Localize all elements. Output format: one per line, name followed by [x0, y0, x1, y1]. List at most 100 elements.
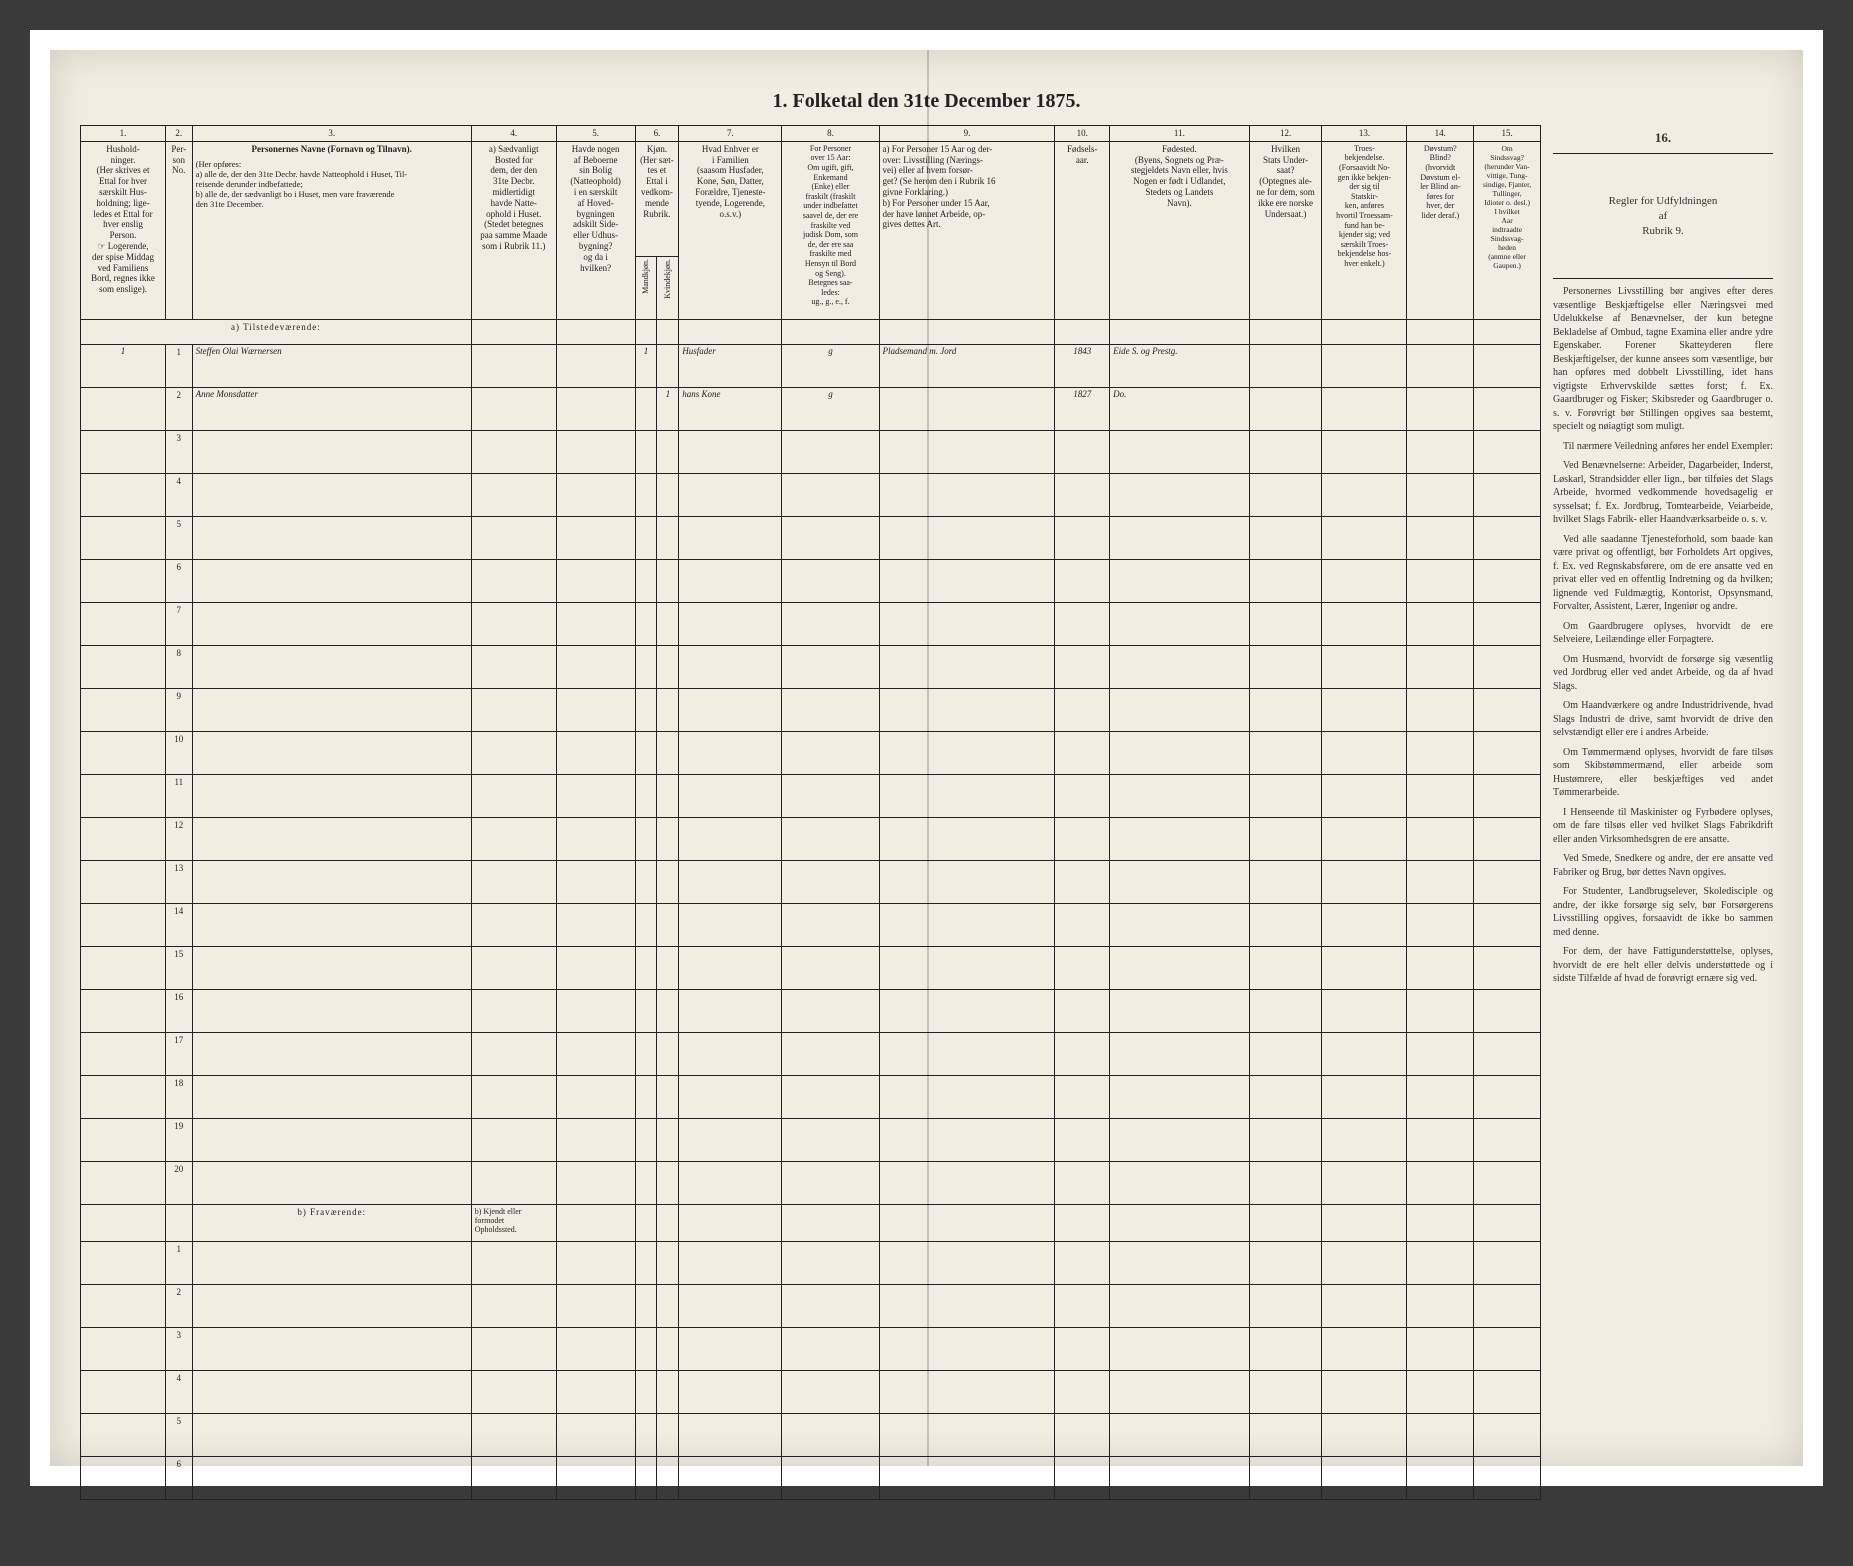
- cell-person-no: 20: [165, 1161, 192, 1204]
- table-row: 20: [81, 1161, 1541, 1204]
- table-row: 19: [81, 1118, 1541, 1161]
- table-row: 6: [81, 559, 1541, 602]
- header-households: Hushold- ninger. (Her skrives et Ettal f…: [81, 141, 166, 319]
- cell-sex-m: 1: [635, 344, 657, 387]
- cell-name: [192, 1032, 471, 1075]
- rules-body: Personernes Livsstilling bør angives eft…: [1553, 285, 1773, 986]
- cell-person-no: 8: [165, 645, 192, 688]
- table-row: 1: [81, 1241, 1541, 1284]
- cell-person-no: 12: [165, 817, 192, 860]
- col-num-12: 12.: [1249, 126, 1322, 142]
- cell-name: [192, 688, 471, 731]
- cell-name: [192, 1161, 471, 1204]
- header-names: Personernes Navne (Fornavn og Tilnavn). …: [192, 141, 471, 319]
- rules-paragraph: I Henseende til Maskinister og Fyrbødere…: [1553, 806, 1773, 847]
- cell-residence: [471, 344, 556, 387]
- cell-person-no: 1: [165, 344, 192, 387]
- rules-paragraph: Ved alle saadanne Tjenesteforhold, som b…: [1553, 533, 1773, 614]
- cell-name: [192, 645, 471, 688]
- cell-sex-f: 1: [657, 387, 679, 430]
- cell-household: [81, 1413, 166, 1456]
- cell-outbuilding: [556, 344, 635, 387]
- cell-family: Husfader: [679, 344, 782, 387]
- rules-paragraph: For Studenter, Landbrugselever, Skoledis…: [1553, 885, 1773, 939]
- cell-birthplace: Do.: [1110, 387, 1250, 430]
- cell-person-no: 5: [165, 516, 192, 559]
- col-num-6: 6.: [635, 126, 679, 142]
- table-row: 2: [81, 1284, 1541, 1327]
- cell-household: [81, 860, 166, 903]
- cell-family: hans Kone: [679, 387, 782, 430]
- table-row: 5: [81, 516, 1541, 559]
- cell-person-no: 2: [165, 1284, 192, 1327]
- cell-person-no: 16: [165, 989, 192, 1032]
- col-num-7: 7.: [679, 126, 782, 142]
- cell-household: [81, 473, 166, 516]
- col-num-14: 14.: [1407, 126, 1474, 142]
- rules-title: Regler for Udfyldningen af Rubrik 9.: [1553, 153, 1773, 280]
- table-row: 3: [81, 1327, 1541, 1370]
- census-table-area: 1. 2. 3. 4. 5. 6. 7. 8. 9. 10. 11. 12.: [80, 125, 1541, 1421]
- cell-name: [192, 1413, 471, 1456]
- cell-sex-m: [635, 387, 657, 430]
- cell-name: [192, 946, 471, 989]
- col-num-11: 11.: [1110, 126, 1250, 142]
- header-marital: For Personer over 15 Aar: Om ugift, gift…: [782, 141, 879, 319]
- cell-religion: [1322, 344, 1407, 387]
- section-absent-row: b) Fraværende:b) Kjendt eller formodet O…: [81, 1204, 1541, 1241]
- cell-name: [192, 817, 471, 860]
- table-row: 4: [81, 1370, 1541, 1413]
- table-row: 4: [81, 473, 1541, 516]
- cell-name: [192, 516, 471, 559]
- cell-birth-year: 1827: [1055, 387, 1110, 430]
- header-male-label: Mandkjøn.: [641, 259, 651, 294]
- cell-occupation: Pladsemand m. Jord: [879, 344, 1055, 387]
- cell-name: Anne Monsdatter: [192, 387, 471, 430]
- table-row: 18: [81, 1075, 1541, 1118]
- header-person-no: Per- son No.: [165, 141, 192, 319]
- section-absent-label: b) Fraværende:: [192, 1204, 471, 1241]
- cell-household: [81, 1241, 166, 1284]
- cell-household: [81, 731, 166, 774]
- rules-paragraph: Til nærmere Veiledning anføres her endel…: [1553, 440, 1773, 454]
- col-num-4: 4.: [471, 126, 556, 142]
- cell-outbuilding: [556, 387, 635, 430]
- cell-person-no: 11: [165, 774, 192, 817]
- cell-person-no: 6: [165, 559, 192, 602]
- cell-blank: [81, 1204, 166, 1241]
- cell-person-no: 1: [165, 1241, 192, 1284]
- cell-household: [81, 1284, 166, 1327]
- cell-birth-year: 1843: [1055, 344, 1110, 387]
- cell-name: [192, 860, 471, 903]
- header-male: Mandkjøn.: [635, 256, 657, 319]
- cell-person-no: 13: [165, 860, 192, 903]
- cell-name: [192, 774, 471, 817]
- cell-name: [192, 430, 471, 473]
- cell-name: [192, 903, 471, 946]
- header-female: Kvindekjøn.: [657, 256, 679, 319]
- rules-paragraph: Om Haandværkere og andre Industridrivend…: [1553, 699, 1773, 740]
- header-occupation: a) For Personer 15 Aar og der- over: Liv…: [879, 141, 1055, 319]
- rules-paragraph: Ved Smede, Snedkere og andre, der ere an…: [1553, 852, 1773, 879]
- cell-person-no: 6: [165, 1456, 192, 1499]
- cell-household: [81, 903, 166, 946]
- rules-paragraph: Om Husmænd, hvorvidt de forsørge sig væs…: [1553, 653, 1773, 694]
- table-row: 7: [81, 602, 1541, 645]
- cell-person-no: 3: [165, 430, 192, 473]
- cell-household: [81, 817, 166, 860]
- table-row: 2Anne Monsdatter1hans Koneg1827Do.: [81, 387, 1541, 430]
- table-row: 14: [81, 903, 1541, 946]
- table-row: 5: [81, 1413, 1541, 1456]
- cell-household: [81, 1370, 166, 1413]
- cell-nationality: [1249, 344, 1322, 387]
- cell-household: [81, 1032, 166, 1075]
- cell-deaf-blind: [1407, 344, 1474, 387]
- cell-name: [192, 731, 471, 774]
- section-present-label: a) Tilstedeværende:: [81, 319, 472, 344]
- header-religion: Troes- bekjendelse. (Forsaavidt No- gen …: [1322, 141, 1407, 319]
- col-num-10: 10.: [1055, 126, 1110, 142]
- table-row: 10: [81, 731, 1541, 774]
- cell-household: [81, 430, 166, 473]
- page-title: 1. Folketal den 31te December 1875.: [80, 90, 1773, 113]
- cell-name: [192, 1075, 471, 1118]
